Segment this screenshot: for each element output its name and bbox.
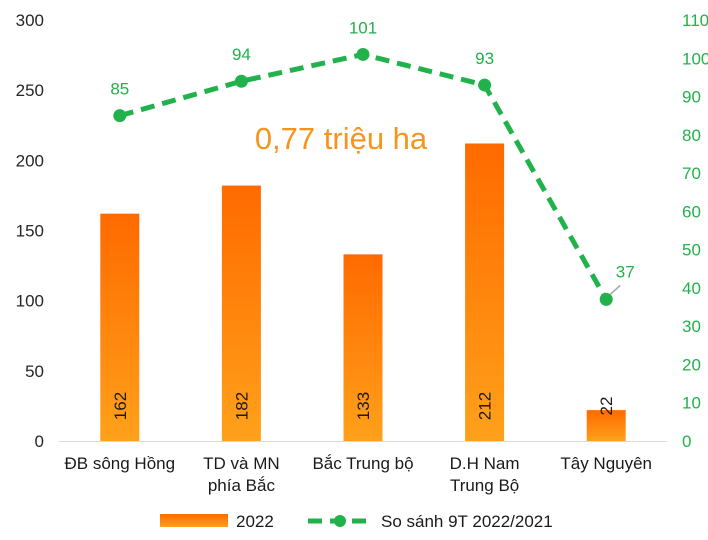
- line-point-label: 101: [349, 18, 377, 37]
- legend-label: 2022: [236, 512, 274, 531]
- line-point: [356, 47, 370, 61]
- line-series: 85 94 101 93 37: [110, 18, 635, 306]
- bar: [100, 213, 140, 441]
- line-point: [234, 74, 248, 88]
- category-label-line: Bắc Trung bộ: [312, 454, 413, 473]
- bar-value-label: 22: [597, 397, 616, 416]
- bar: [586, 410, 626, 441]
- right-tick-label: 40: [682, 279, 701, 298]
- legend: 2022 So sánh 9T 2022/2021: [160, 512, 553, 531]
- bar-value-label: 162: [111, 392, 130, 420]
- left-tick-label: 0: [35, 432, 44, 451]
- legend-label: So sánh 9T 2022/2021: [381, 512, 553, 531]
- bar-value-labels: 162 182 133 212 22: [111, 392, 616, 420]
- line-point: [113, 109, 127, 123]
- right-tick-label: 50: [682, 241, 701, 260]
- line-point: [478, 78, 492, 92]
- bar-value-label: 133: [354, 392, 373, 420]
- category-label: TD và MN phía Bắc: [203, 454, 280, 495]
- line-point-label: 37: [616, 262, 635, 281]
- left-tick-label: 300: [16, 11, 44, 30]
- right-tick-label: 20: [682, 355, 701, 374]
- category-label: Bắc Trung bộ: [312, 454, 413, 473]
- bar: [465, 143, 505, 441]
- bar-series: [100, 143, 626, 441]
- left-tick-label: 150: [16, 222, 44, 241]
- line-point-label: 94: [232, 45, 251, 64]
- line-point-label: 93: [475, 49, 494, 68]
- right-tick-label: 110: [682, 11, 708, 30]
- category-label-line: D.H Nam: [450, 454, 520, 473]
- right-tick-label: 60: [682, 202, 701, 221]
- category-label-line: TD và MN: [203, 454, 280, 473]
- legend-swatch-point: [334, 515, 346, 527]
- category-label-line: phía Bắc: [208, 476, 276, 495]
- left-tick-label: 50: [25, 362, 44, 381]
- right-tick-label: 10: [682, 394, 701, 413]
- right-tick-label: 80: [682, 126, 701, 145]
- category-label: Tây Nguyên: [560, 454, 652, 473]
- bar-value-label: 212: [476, 392, 495, 420]
- right-tick-label: 0: [682, 432, 691, 451]
- bar-value-label: 182: [232, 392, 251, 420]
- category-labels: ĐB sông Hồng TD và MN phía Bắc Bắc Trung bộ…: [65, 454, 653, 495]
- label-leader-line: [609, 284, 621, 295]
- left-axis: 0 50 100 150 200 250 300: [16, 11, 44, 451]
- category-label-line: Tây Nguyên: [560, 454, 652, 473]
- left-tick-label: 200: [16, 151, 44, 170]
- right-axis: 0 10 20 30 40 50 60 70 80 90 100 110: [682, 11, 708, 451]
- category-label: D.H Nam Trung Bộ: [450, 454, 520, 495]
- chart-annotation: 0,77 triệu ha: [255, 121, 428, 156]
- legend-swatch-bar: [160, 514, 228, 527]
- right-tick-label: 100: [682, 49, 708, 68]
- line-point: [599, 292, 613, 306]
- bar: [221, 185, 261, 441]
- category-label: ĐB sông Hồng: [65, 454, 176, 473]
- category-label-line: ĐB sông Hồng: [65, 454, 176, 473]
- bar: [343, 254, 383, 441]
- left-tick-label: 100: [16, 292, 44, 311]
- right-tick-label: 30: [682, 317, 701, 336]
- right-tick-label: 90: [682, 88, 701, 107]
- right-tick-label: 70: [682, 164, 701, 183]
- left-tick-label: 250: [16, 81, 44, 100]
- category-label-line: Trung Bộ: [450, 476, 519, 495]
- line-point-label: 85: [110, 80, 129, 99]
